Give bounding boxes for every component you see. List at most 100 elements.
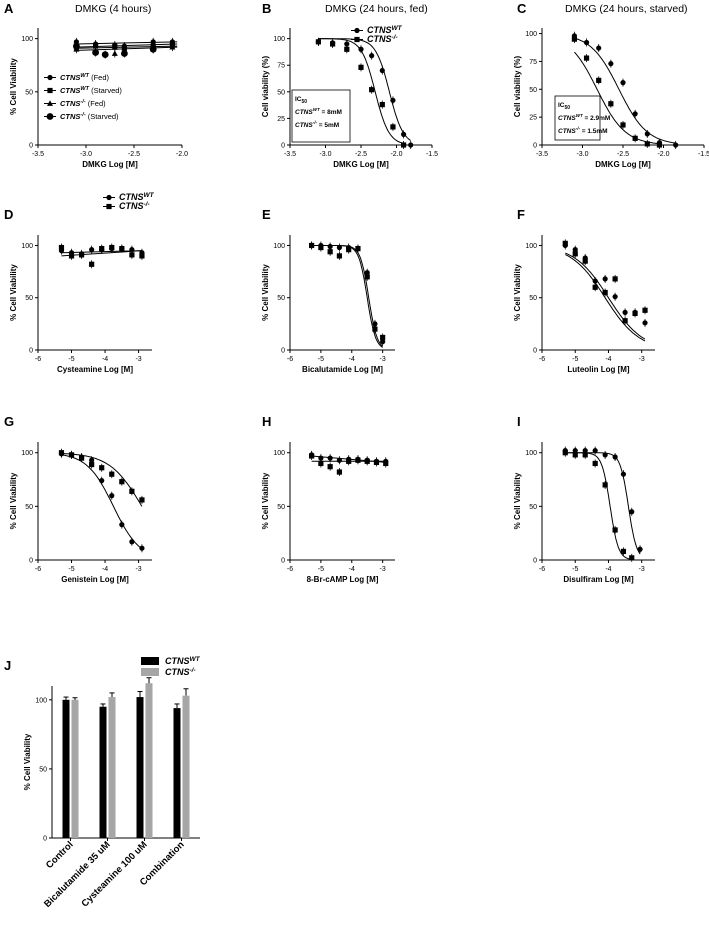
y-axis-label: % Cell Viability: [261, 472, 270, 529]
data-point: [642, 320, 648, 326]
y-tick-label: 25: [529, 115, 537, 122]
panel-title: DMKG (24 hours, starved): [565, 3, 688, 15]
panel-letter: A: [4, 1, 14, 16]
data-point: [364, 270, 370, 276]
data-point: [673, 142, 679, 148]
y-tick-label: 0: [533, 558, 537, 565]
data-point: [571, 36, 577, 42]
data-point: [583, 55, 590, 61]
x-axis-label: 8-Br-cAMP Log [M]: [307, 575, 379, 584]
y-tick-label: 75: [529, 59, 537, 66]
y-tick-label: 0: [533, 348, 537, 355]
x-tick-label: -5: [572, 356, 578, 363]
legend-marker: [47, 74, 53, 81]
data-point: [608, 61, 614, 67]
y-tick-label: 0: [29, 558, 33, 565]
legend-marker: [47, 87, 53, 94]
x-tick-label: -4: [102, 566, 108, 573]
x-tick-label: Control: [44, 839, 76, 871]
data-point: [355, 457, 361, 463]
data-point: [89, 261, 95, 267]
data-point: [68, 452, 75, 458]
data-point: [129, 252, 135, 258]
data-point: [139, 253, 145, 259]
y-tick-label: 75: [277, 63, 285, 70]
x-tick-label: -3: [639, 566, 645, 573]
data-point: [58, 450, 65, 456]
data-point: [149, 45, 157, 53]
y-tick-label: 50: [277, 504, 285, 511]
data-point: [369, 53, 375, 59]
data-point: [644, 141, 650, 147]
data-point: [612, 527, 618, 533]
y-tick-label: 0: [29, 348, 33, 355]
data-point: [572, 247, 578, 253]
fit-curve: [574, 37, 676, 144]
data-point: [602, 482, 608, 488]
data-point: [364, 274, 370, 280]
y-tick-label: 100: [273, 243, 285, 250]
legend-label: CTNS-/-: [165, 667, 196, 677]
panel-b: B DMKG (24 hours, fed) 0 25 50 75 100 Cell viab…: [261, 1, 438, 169]
data-point: [336, 244, 343, 251]
data-point: [596, 45, 602, 51]
fit-curve: [61, 453, 143, 507]
data-point: [602, 289, 608, 296]
data-point: [612, 276, 618, 282]
series-square: [562, 448, 635, 562]
data-point: [99, 245, 105, 252]
data-point: [109, 471, 115, 477]
y-tick-label: 50: [25, 504, 33, 511]
y-tick-label: 0: [281, 143, 285, 150]
panel-letter: B: [262, 1, 271, 16]
y-axis-label: Cell viability (%): [513, 55, 522, 117]
data-point: [612, 294, 618, 300]
series-square: [571, 35, 663, 149]
data-point: [89, 247, 95, 253]
x-tick-label: -3.0: [80, 151, 92, 158]
panel-letter: H: [262, 414, 271, 429]
panel-a: A DMKG (4 hours) 0 50 100 % Cell Viability -3.…: [4, 1, 188, 169]
x-tick-label: -4: [349, 566, 355, 573]
data-point: [632, 310, 638, 317]
data-point: [582, 447, 588, 454]
x-tick-label: -3.0: [319, 151, 331, 158]
data-point: [592, 460, 598, 467]
series-square: [58, 243, 145, 269]
data-point: [380, 339, 386, 345]
legend-label: CTNSWT: [119, 192, 155, 202]
legend-label: CTNS-/- (Starved): [60, 112, 119, 121]
data-point: [401, 142, 407, 148]
data-point: [380, 334, 386, 341]
series-square: [309, 451, 389, 477]
x-tick-label: -2.0: [657, 151, 669, 158]
data-point: [346, 247, 352, 253]
x-tick-label: -2.0: [390, 151, 402, 158]
data-point: [129, 539, 135, 545]
panel-j: J 0 50 100 % Cell Viability ControlBicalutami…: [4, 656, 201, 910]
data-point: [89, 457, 95, 463]
data-point: [336, 469, 343, 475]
legend-label: CTNS-/-: [367, 34, 398, 44]
data-point: [78, 252, 85, 258]
data-point: [344, 46, 350, 52]
data-point: [92, 49, 99, 56]
data-point: [109, 244, 115, 251]
ic50-line: CTNS-/- = 1.5mM: [558, 126, 608, 135]
x-axis-label: Luteolin Log [M]: [567, 365, 630, 374]
data-point: [344, 41, 350, 47]
series-square: [58, 448, 145, 507]
data-point: [318, 460, 324, 467]
data-point: [68, 253, 75, 259]
x-tick-label: -3.5: [284, 151, 296, 158]
data-point: [364, 458, 370, 464]
fit-curve: [61, 250, 142, 257]
series-circle: [571, 31, 679, 149]
x-tick-label: -6: [539, 356, 545, 363]
y-tick-label: 100: [273, 450, 285, 457]
x-tick-label: -2.0: [176, 151, 188, 158]
data-point: [637, 546, 643, 552]
x-tick-label: -2.5: [355, 151, 367, 158]
x-tick-label: -6: [287, 566, 293, 573]
